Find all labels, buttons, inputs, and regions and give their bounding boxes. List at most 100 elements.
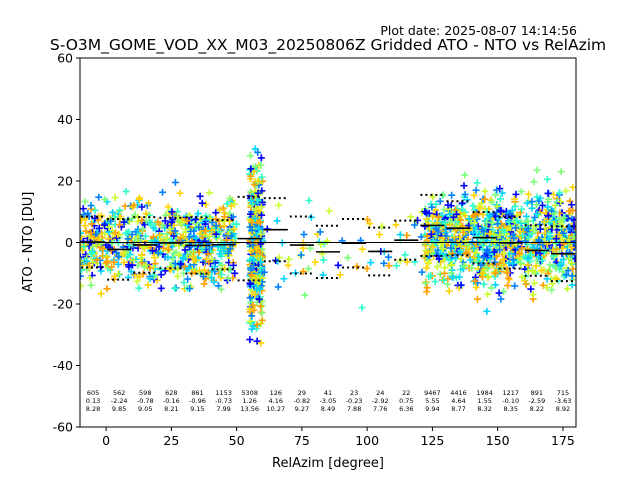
scatter-point <box>145 199 153 207</box>
scatter-point <box>146 264 154 272</box>
bin-mean-label: -2.24 <box>111 397 128 405</box>
scatter-point <box>106 266 114 274</box>
scatter-point <box>515 249 523 257</box>
scatter-point <box>275 254 283 262</box>
scatter-point <box>491 258 499 266</box>
scatter-point <box>528 229 536 237</box>
scatter-point <box>246 166 254 174</box>
scatter-point <box>491 281 499 289</box>
scatter-point <box>80 216 85 224</box>
scatter-point <box>448 191 456 199</box>
scatter-point <box>195 223 203 231</box>
plot-date: Plot date: 2025-08-07 14:14:56 <box>380 23 577 38</box>
scatter-point <box>140 244 148 252</box>
scatter-point <box>138 216 146 224</box>
scatter-point <box>105 223 113 231</box>
scatter-point <box>253 252 261 260</box>
scatter-point <box>536 237 544 245</box>
scatter-point <box>218 270 226 278</box>
scatter-point <box>424 248 432 256</box>
scatter-point <box>254 177 262 185</box>
scatter-point <box>273 217 281 225</box>
scatter-point <box>252 205 260 213</box>
bin-std-label: 8.35 <box>503 405 517 413</box>
scatter-point <box>543 284 551 292</box>
scatter-point <box>533 193 541 201</box>
scatter-point <box>516 228 524 236</box>
scatter-point <box>220 213 228 221</box>
x-tick-label: 125 <box>420 433 444 448</box>
scatter-point <box>450 233 458 241</box>
scatter-point <box>557 198 565 206</box>
scatter-point <box>528 198 536 206</box>
scatter-point <box>495 289 503 297</box>
scatter-point <box>198 199 206 207</box>
scatter-point <box>257 161 265 169</box>
scatter-point <box>108 263 116 271</box>
bin-mean-label: -0.78 <box>137 397 154 405</box>
scatter-point <box>511 202 519 210</box>
scatter-point <box>249 301 257 309</box>
scatter-point <box>482 263 490 271</box>
scatter-point <box>258 309 266 317</box>
scatter-point <box>254 189 262 197</box>
scatter-point <box>486 230 494 238</box>
scatter-point <box>299 267 307 275</box>
scatter-point <box>95 237 103 245</box>
scatter-point <box>111 229 119 237</box>
scatter-point <box>539 281 547 289</box>
scatter-point <box>199 233 207 241</box>
scatter-point <box>150 254 158 262</box>
scatter-point <box>518 205 526 213</box>
scatter-point <box>162 234 170 242</box>
scatter-point <box>80 210 88 218</box>
scatter-point <box>334 261 342 269</box>
scatter-point <box>171 284 179 292</box>
bin-mean-label: -0.73 <box>215 397 232 405</box>
bin-std-label: 8.28 <box>86 405 100 413</box>
scatter-point <box>229 261 237 269</box>
scatter-point <box>491 237 499 245</box>
scatter-point <box>457 255 465 263</box>
scatter-point <box>380 259 388 267</box>
scatter-point <box>565 207 573 215</box>
scatter-point <box>562 271 570 279</box>
scatter-point <box>546 229 554 237</box>
bin-mean-label: 0.75 <box>399 397 413 405</box>
scatter-point <box>510 234 518 242</box>
scatter-point <box>213 234 221 242</box>
scatter-point <box>567 243 575 251</box>
scatter-point <box>177 260 185 268</box>
scatter-point <box>483 307 491 315</box>
scatter-point <box>436 212 444 220</box>
scatter-point <box>538 267 546 275</box>
bin-count-label: 562 <box>113 389 125 397</box>
scatter-point <box>445 287 453 295</box>
scatter-point <box>481 217 489 225</box>
scatter-point <box>501 228 509 236</box>
scatter-point <box>353 262 361 270</box>
scatter-point <box>504 282 512 290</box>
scatter-point <box>80 243 88 251</box>
scatter-point <box>456 209 464 217</box>
scatter-point <box>176 218 184 226</box>
scatter-point <box>316 228 324 236</box>
bin-mean-label: 4.64 <box>451 397 465 405</box>
scatter-point <box>540 218 548 226</box>
scatter-point <box>208 267 216 275</box>
scatter-point <box>564 267 572 275</box>
scatter-point <box>88 220 96 228</box>
scatter-point <box>517 259 525 267</box>
scatter-point <box>202 200 210 208</box>
scatter-point <box>192 234 200 242</box>
bin-count-label: 628 <box>165 389 177 397</box>
scatter-point <box>522 237 530 245</box>
scatter-point <box>493 252 501 260</box>
scatter-point <box>181 246 189 254</box>
bin-mean-label: -2.92 <box>372 397 389 405</box>
scatter-point <box>545 195 553 203</box>
bin-mean-label: -3.63 <box>555 397 572 405</box>
scatter-point <box>227 202 235 210</box>
bin-std-label: 7.88 <box>347 405 361 413</box>
scatter-point <box>253 337 261 345</box>
